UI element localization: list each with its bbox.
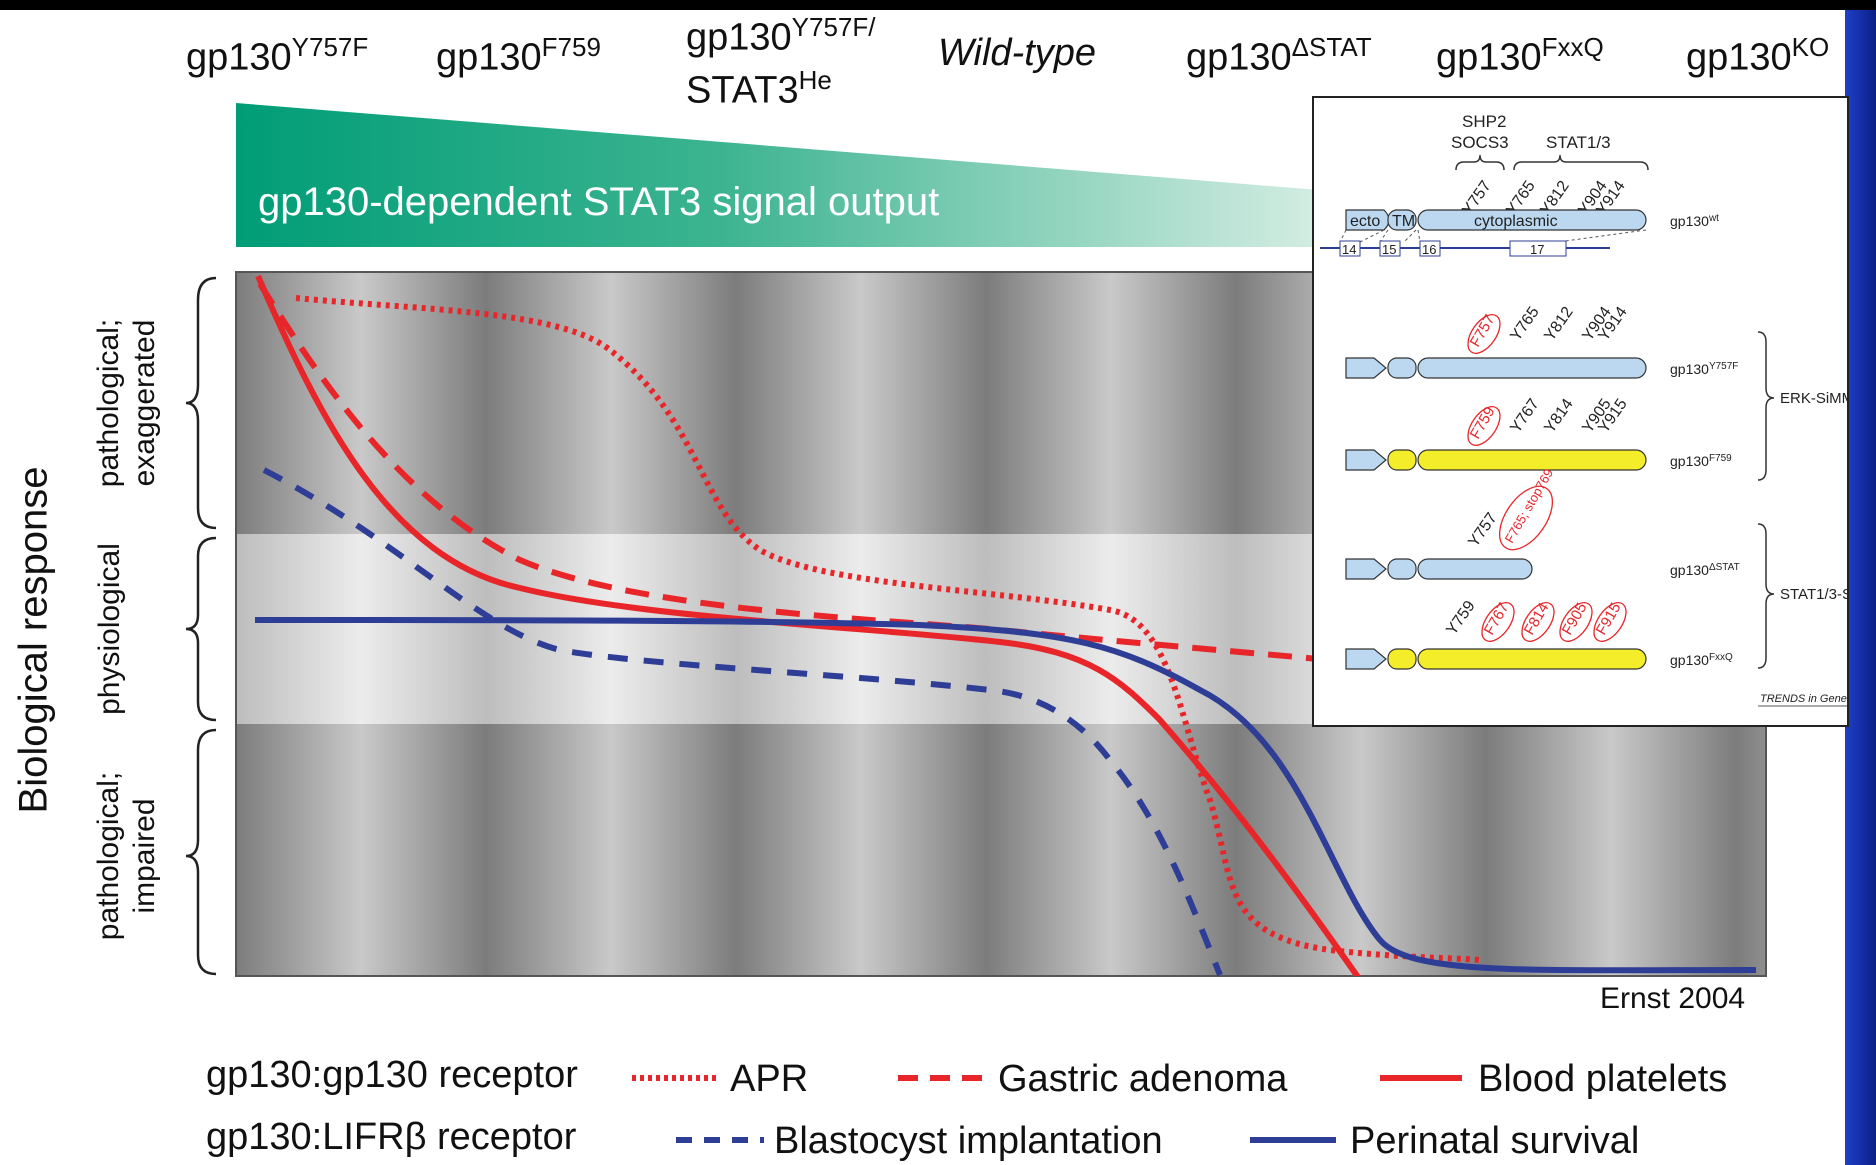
inset-site-stat13: STAT1/3 <box>1546 133 1611 152</box>
curve-gastric-adenoma <box>257 282 1331 663</box>
site-label: Y814 <box>1541 396 1576 436</box>
row-name: gp130Y757F <box>1670 361 1738 377</box>
svg-text:14: 14 <box>1342 242 1356 257</box>
inset-bracket-stat13 <box>1513 154 1649 171</box>
site-label: Y759 <box>1443 598 1478 638</box>
genotype-fxxq: gp130FxxQ <box>1436 32 1604 79</box>
genotype-f759: gp130F759 <box>436 32 601 79</box>
curve-apr <box>295 295 1481 963</box>
band-label-impaired: pathological; impaired <box>92 771 161 941</box>
site-label: Y767 <box>1507 396 1542 436</box>
genotype-wild-type: Wild-type <box>938 32 1097 74</box>
curve-blastocyst-implantation <box>262 467 1223 976</box>
legend-row2-label: gp130:LIFRβ receptor <box>206 1116 577 1158</box>
legend-row1-label: gp130:gp130 receptor <box>206 1054 578 1096</box>
row-name: gp130F759 <box>1670 453 1732 469</box>
site-label: Y812 <box>1541 304 1576 344</box>
band-impaired <box>236 724 1766 976</box>
band-label-physiological: physiological <box>93 543 126 715</box>
domain-tm: TM <box>1392 213 1415 230</box>
citation: Ernst 2004 <box>1600 982 1746 1015</box>
inset-bracket-shp2 <box>1455 154 1505 171</box>
inset-bracket-erk <box>1757 331 1775 481</box>
inset-group-erk: ERK-SiMMs <box>1780 390 1847 407</box>
inset-panel: SHP2 SOCS3 STAT1/3 Y757 Y765 Y812 Y904 Y… <box>1312 96 1849 727</box>
legend-blastocyst-implantation: Blastocyst implantation <box>774 1120 1163 1162</box>
row-name: gp130ΔSTAT <box>1670 562 1740 578</box>
inset-row-y757f: F757 Y765 Y812 Y904 Y914 gp130Y757F <box>1345 304 1738 379</box>
inset-bracket-stat <box>1757 523 1775 669</box>
signal-banner: gp130-dependent STAT3 signal output <box>258 180 940 224</box>
curve-perinatal-survival <box>254 617 1757 974</box>
site-label: Y765 <box>1507 304 1542 344</box>
inset-exon-map: 14 15 16 17 <box>1320 229 1647 257</box>
genotype-ko: gp130KO <box>1686 32 1830 79</box>
inset-source: TRENDS in Genetics <box>1760 693 1847 705</box>
y-axis-title: Biological response <box>11 466 56 814</box>
legend-blood-platelets: Blood platelets <box>1478 1058 1728 1100</box>
row-name: gp130FxxQ <box>1670 652 1733 668</box>
genotype-delta-stat: gp130ΔSTAT <box>1186 32 1372 79</box>
inset-group-stat: STAT1/3-SiMMs <box>1780 586 1847 603</box>
curve-blood-platelets <box>255 274 1361 976</box>
inset-row-delta-stat: Y757 F765; stop769 gp130ΔSTAT <box>1345 466 1740 580</box>
svg-text:15: 15 <box>1382 242 1396 257</box>
domain-cytoplasmic: cytoplasmic <box>1474 213 1558 230</box>
legend-perinatal-survival: Perinatal survival <box>1350 1120 1640 1162</box>
inset-site-shp2: SHP2 <box>1462 112 1506 131</box>
edge-bar <box>1845 10 1876 1165</box>
genotype-y757f: gp130Y757F <box>186 32 369 79</box>
inset-site-socs3: SOCS3 <box>1451 133 1509 152</box>
legend-apr: APR <box>730 1058 809 1100</box>
svg-text:17: 17 <box>1530 242 1544 257</box>
svg-text:16: 16 <box>1422 242 1436 257</box>
signal-wedge <box>236 103 1320 247</box>
inset-diagram: SHP2 SOCS3 STAT1/3 Y757 Y765 Y812 Y904 Y… <box>1320 112 1847 707</box>
inset-row-fxxq: Y759 F767 F814 F905 F915 gp130FxxQ <box>1345 598 1733 670</box>
site-label: Y757 <box>1465 510 1500 550</box>
domain-ecto: ecto <box>1350 213 1380 230</box>
row-name: gp130wt <box>1670 213 1719 229</box>
legend-gastric-adenoma: Gastric adenoma <box>998 1058 1288 1100</box>
inset-row-wt: Y757 Y765 Y812 Y904 Y914 ecto TM cytopla… <box>1345 178 1719 231</box>
genotype-y757f-stat3he: gp130Y757F/ STAT3He <box>686 12 876 112</box>
inset-row-f759: F759 Y767 Y814 Y905 Y915 gp130F759 <box>1345 396 1732 471</box>
band-braces <box>185 276 217 976</box>
band-label-exaggerated: pathological; exaggerated <box>92 318 161 488</box>
